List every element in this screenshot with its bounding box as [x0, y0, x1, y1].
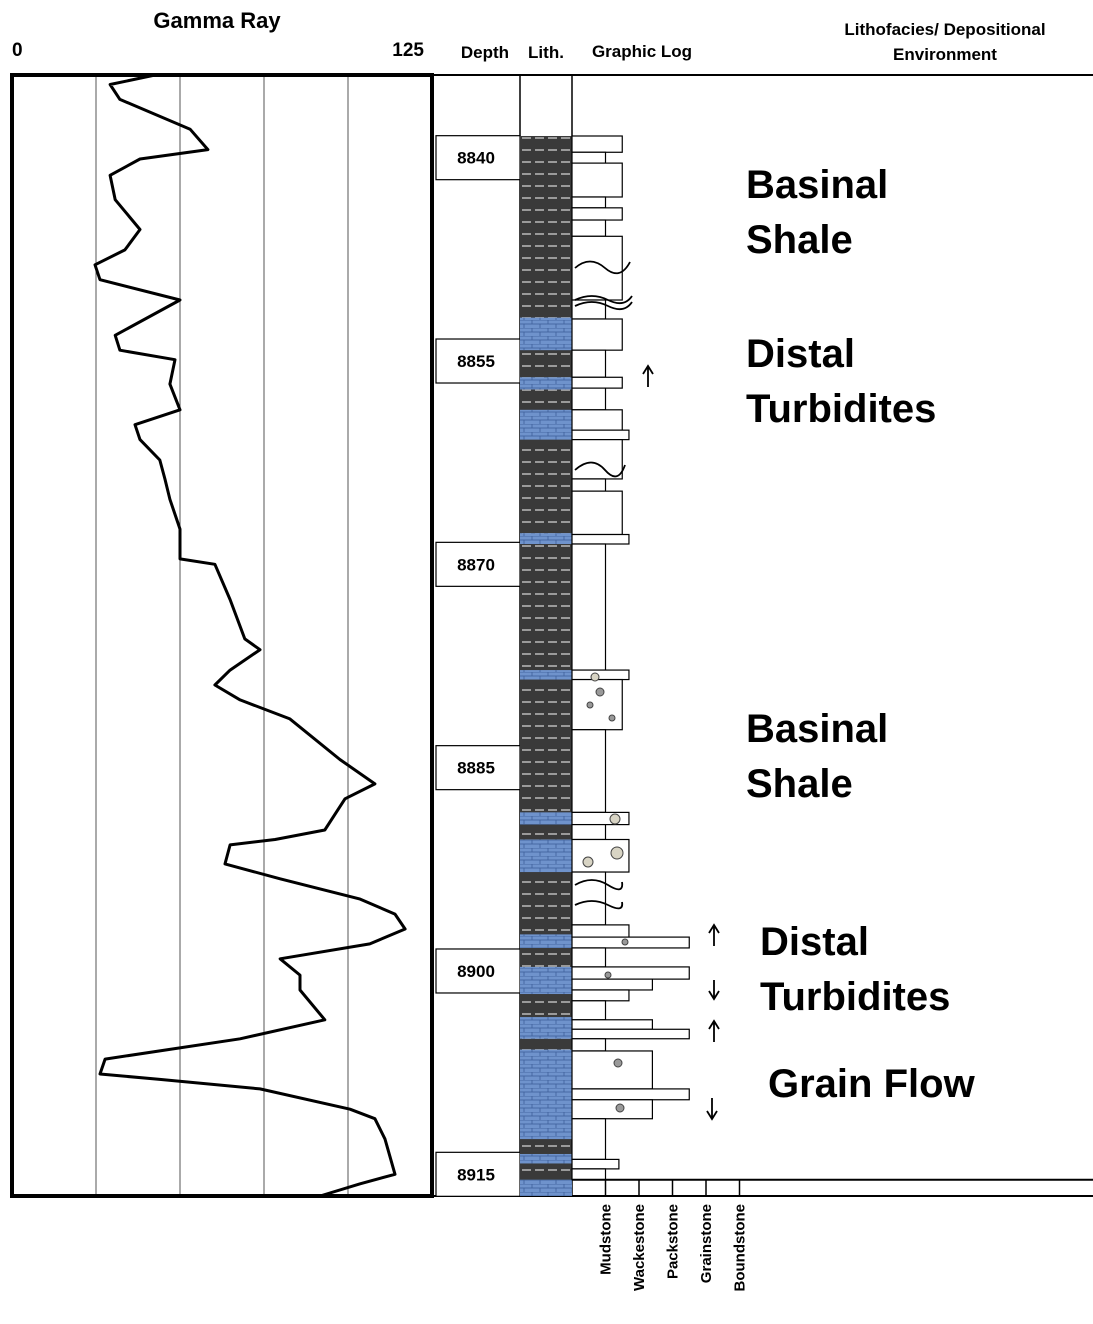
- bed: [572, 388, 606, 410]
- texture-label: Packstone: [665, 1204, 682, 1279]
- facies-label: Distal: [746, 332, 855, 376]
- facies-label: Shale: [746, 762, 853, 806]
- bed: [572, 680, 622, 730]
- bed: [572, 1159, 619, 1168]
- bed: [572, 319, 622, 350]
- x-tick-label: 0: [12, 40, 23, 61]
- bed: [572, 937, 689, 948]
- texture-label: Boundstone: [732, 1204, 749, 1292]
- gamma-frame: [12, 75, 432, 1196]
- limestone-pattern: [520, 1017, 572, 1039]
- limestone-pattern: [520, 318, 572, 351]
- bed: [572, 236, 622, 300]
- limestone-pattern: [520, 967, 572, 994]
- facies-label: Distal: [760, 920, 869, 964]
- lith-header: Lith.: [528, 43, 564, 62]
- limestone-pattern: [520, 934, 572, 948]
- bed: [572, 1020, 652, 1029]
- texture-label: Wackestone: [631, 1204, 648, 1291]
- bed: [572, 1039, 606, 1051]
- bed: [572, 1051, 652, 1089]
- bed: [572, 1089, 689, 1100]
- bed: [572, 377, 622, 388]
- bed: [572, 350, 606, 377]
- bed: [572, 220, 606, 236]
- y-tick-label: 8855: [457, 352, 495, 371]
- limestone-pattern: [520, 410, 572, 440]
- texture-label: Grainstone: [698, 1204, 715, 1283]
- bed: [572, 544, 606, 670]
- bed: [572, 730, 606, 813]
- facies-label: Turbidites: [760, 975, 950, 1019]
- limestone-pattern: [520, 812, 572, 824]
- limestone-pattern: [520, 670, 572, 679]
- bed: [572, 479, 606, 491]
- limestone-pattern: [520, 840, 572, 873]
- bed: [572, 990, 629, 1001]
- texture-label: Mudstone: [598, 1204, 615, 1275]
- bed: [572, 535, 629, 544]
- bed: [572, 1119, 606, 1160]
- bed: [572, 825, 606, 840]
- page: {"chart_data": { "type": "well-log", "ti…: [0, 0, 1093, 1324]
- y-tick-label: 8870: [457, 555, 495, 574]
- depth-header: Depth: [461, 43, 509, 62]
- bed: [572, 410, 622, 430]
- bed: [572, 152, 606, 163]
- limestone-pattern: [520, 533, 572, 544]
- x-tick-label: 125: [392, 40, 424, 61]
- limestone-pattern: [520, 1180, 572, 1196]
- bed: [572, 208, 622, 220]
- limestone-pattern: [520, 1154, 572, 1163]
- bed: [572, 197, 606, 208]
- y-tick-label: 8885: [457, 759, 495, 778]
- bed: [572, 1169, 606, 1180]
- limestone-pattern: [520, 377, 572, 389]
- facies-label: Basinal: [746, 707, 888, 751]
- bed: [572, 670, 629, 679]
- y-tick-label: 8915: [457, 1165, 495, 1184]
- bed: [572, 925, 629, 937]
- limestone-pattern: [520, 1050, 572, 1139]
- facies-label: Shale: [746, 218, 853, 262]
- bed: [572, 1001, 606, 1020]
- gamma-curve: [95, 75, 405, 1196]
- y-tick-label: 8840: [457, 149, 495, 168]
- bed: [572, 1100, 652, 1119]
- bed: [572, 979, 652, 990]
- facies-label: Grain Flow: [768, 1062, 976, 1106]
- bed: [572, 1029, 689, 1038]
- bed: [572, 163, 622, 197]
- facies-header: Environment: [893, 45, 997, 64]
- graphic-log-header: Graphic Log: [592, 42, 692, 61]
- facies-label: Basinal: [746, 163, 888, 207]
- bed: [572, 430, 629, 439]
- well-log: Gamma Ray Depth Lith. Graphic Log Lithof…: [0, 0, 1093, 1324]
- bed: [572, 440, 622, 479]
- bed: [572, 136, 622, 152]
- facies-label: Turbidites: [746, 387, 936, 431]
- gamma-title: Gamma Ray: [153, 8, 281, 33]
- y-tick-label: 8900: [457, 962, 495, 981]
- bed: [572, 967, 689, 979]
- bed: [572, 491, 622, 534]
- facies-header: Lithofacies/ Depositional: [844, 20, 1045, 39]
- bed: [572, 948, 606, 967]
